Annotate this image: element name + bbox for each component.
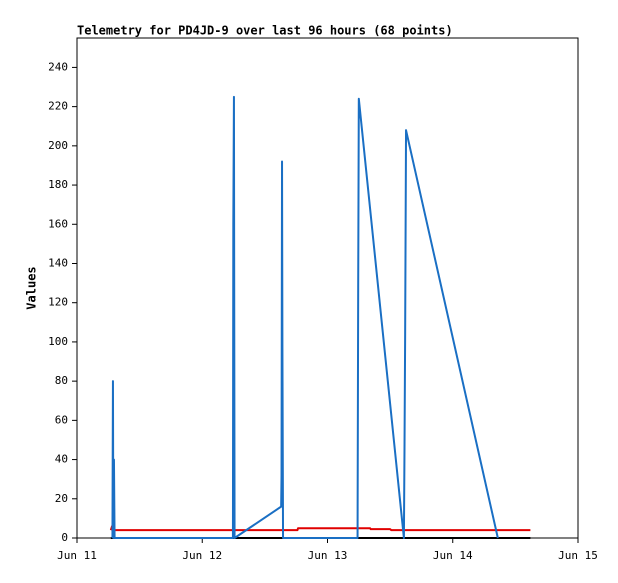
y-tick-label: 220 — [48, 100, 68, 113]
y-tick-label: 0 — [61, 531, 68, 544]
y-tick-label: 180 — [48, 178, 68, 191]
y-tick-label: 120 — [48, 296, 68, 309]
y-tick-label: 240 — [48, 60, 68, 73]
y-tick-label: 160 — [48, 217, 68, 230]
y-tick-label: 20 — [55, 492, 68, 505]
y-tick-label: 40 — [55, 453, 68, 466]
y-axis-label: Values — [25, 266, 39, 309]
y-tick-label: 140 — [48, 256, 68, 269]
y-tick-label: 100 — [48, 335, 68, 348]
series-line — [109, 525, 531, 532]
series-line — [111, 95, 499, 539]
y-tick-label: 200 — [48, 139, 68, 152]
plot-frame — [76, 37, 579, 539]
chart-title: Telemetry for PD4JD-9 over last 96 hours… — [77, 24, 453, 38]
y-tick-label: 60 — [55, 413, 68, 426]
y-tick-label: 80 — [55, 374, 68, 387]
x-tick-label: Jun 14 — [433, 549, 473, 562]
x-tick-label: Jun 11 — [57, 549, 97, 562]
x-tick-label: Jun 13 — [308, 549, 348, 562]
x-tick-label: Jun 12 — [182, 549, 222, 562]
x-tick-label: Jun 15 — [558, 549, 598, 562]
